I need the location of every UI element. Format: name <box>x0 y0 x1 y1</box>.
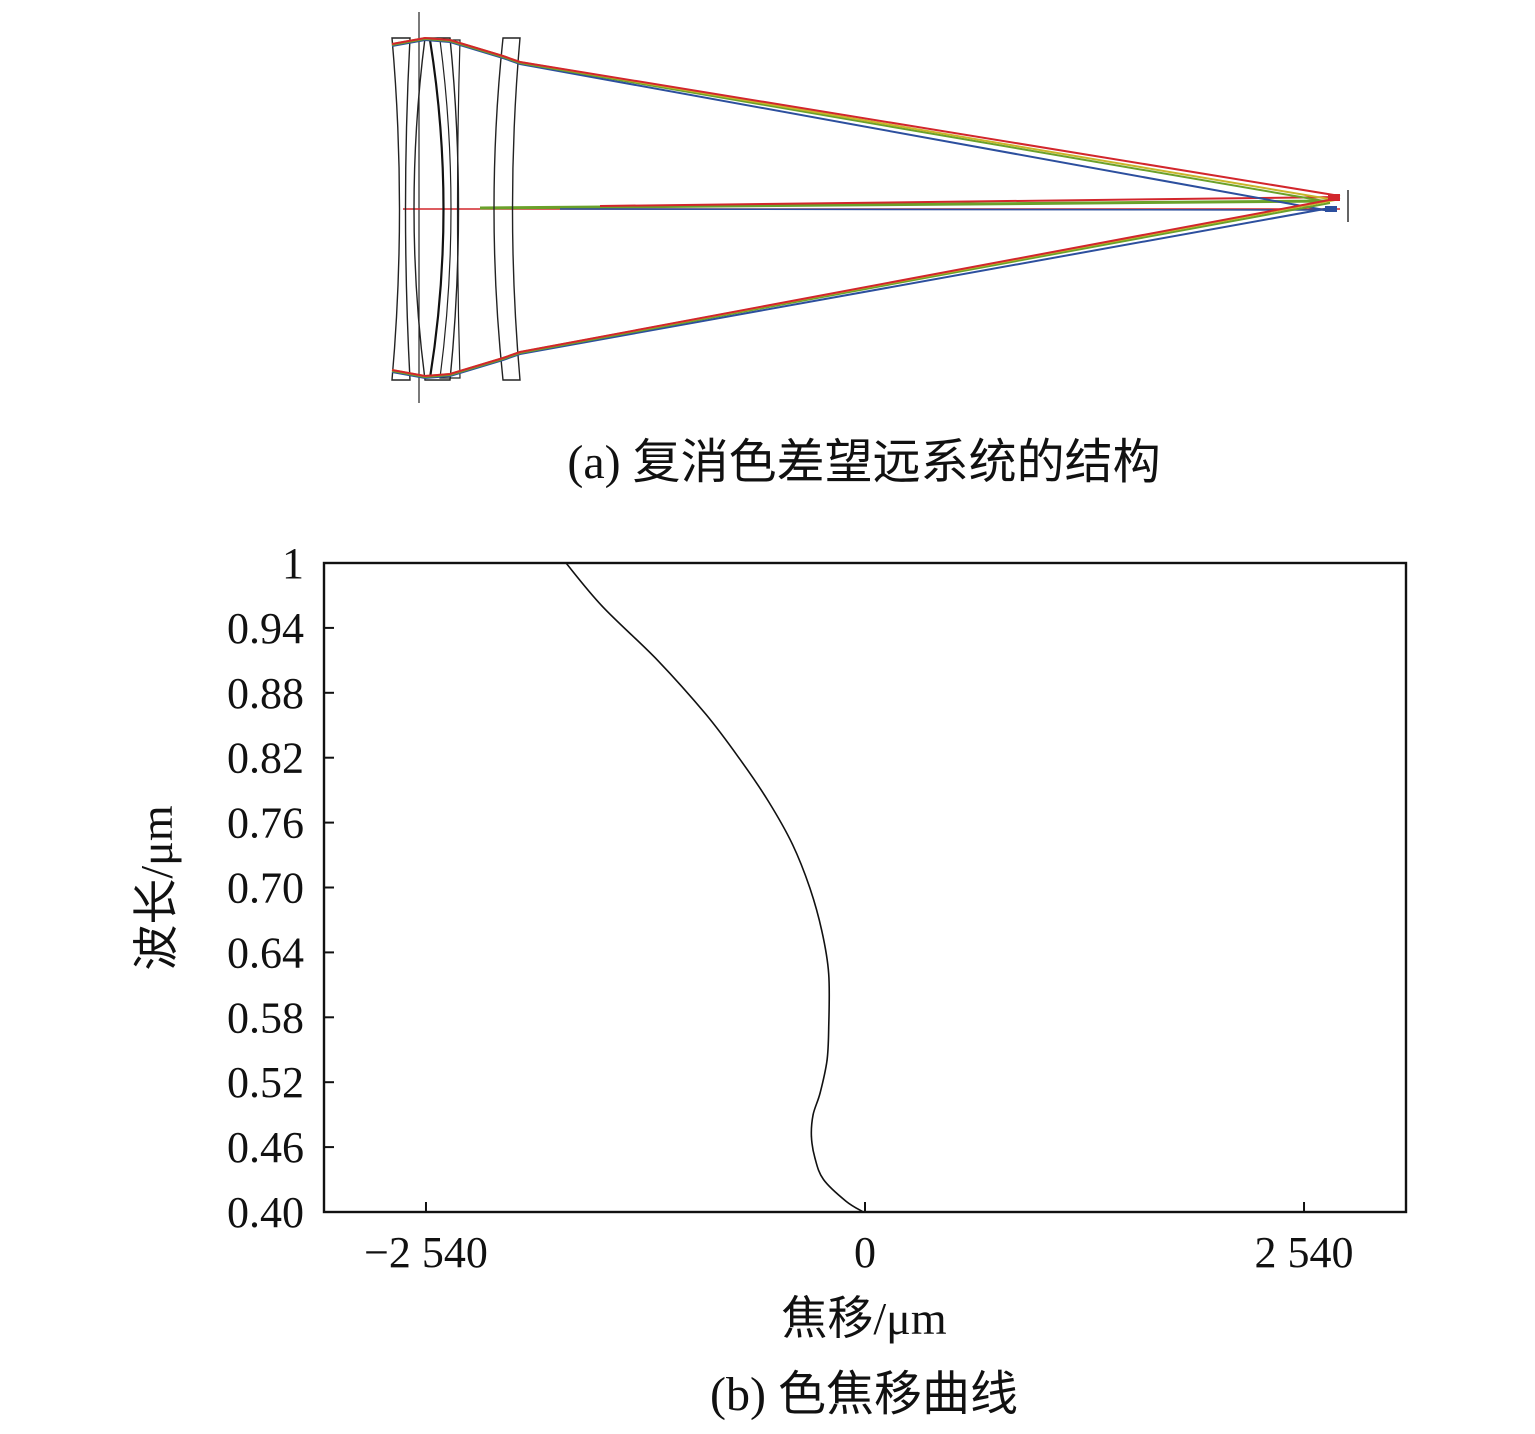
series-line-focal-shift <box>565 562 864 1213</box>
y-axis-label: 波长/μm <box>131 805 182 970</box>
y-tick-label: 0.58 <box>227 993 304 1042</box>
y-axis: 0.40 0.46 0.52 0.58 0.64 0.70 0.76 0.82 0.88 0.94… <box>227 539 334 1237</box>
lens-element-1 <box>391 37 411 381</box>
y-tick-label: 0.88 <box>227 669 304 718</box>
focus-marker-red <box>1328 194 1340 201</box>
data-point <box>767 800 769 802</box>
data-point <box>828 1027 830 1029</box>
x-axis: −2 540 0 2 540 <box>364 1202 1354 1277</box>
lens-element-2-inner <box>428 39 445 379</box>
lower-ray-blue <box>391 207 1331 380</box>
data-point <box>738 757 740 759</box>
data-point <box>656 659 659 661</box>
y-tick-label: 0.52 <box>227 1058 304 1107</box>
series-points <box>565 562 864 1213</box>
data-point <box>821 930 823 932</box>
data-point <box>822 1178 825 1181</box>
data-point <box>565 562 567 564</box>
data-point <box>810 1135 813 1137</box>
focal-shift-chart: 0.40 0.46 0.52 0.58 0.64 0.70 0.76 0.82 0.88 0.94… <box>227 539 1408 1277</box>
data-point <box>814 1157 816 1159</box>
x-tick-label: −2 540 <box>364 1228 488 1277</box>
data-point <box>862 1211 864 1213</box>
y-tick-label: 0.70 <box>227 864 304 913</box>
y-tick-label: 0.76 <box>227 799 304 848</box>
plot-frame <box>322 561 1408 1214</box>
lens-element-2 <box>413 37 460 381</box>
data-point <box>601 605 603 607</box>
y-tick-label: 0.82 <box>227 734 304 783</box>
caption-a: (a) 复消色差望远系统的结构 <box>567 436 1160 489</box>
data-point <box>819 1092 821 1094</box>
data-point <box>791 843 794 845</box>
caption-b: (b) 色焦移曲线 <box>710 1368 1018 1421</box>
y-tick-label: 0.46 <box>227 1123 304 1172</box>
focus-marker-blue <box>1325 206 1337 212</box>
x-axis-label: 焦移/μm <box>781 1293 946 1344</box>
data-point <box>809 886 811 889</box>
lens-diagram <box>391 12 1349 403</box>
upper-ray-red <box>391 36 1341 197</box>
y-tick-label: 0.94 <box>227 604 304 653</box>
data-point <box>826 1059 828 1062</box>
axial-ray-blue <box>559 208 1336 211</box>
data-point <box>812 1114 814 1116</box>
y-tick-label: 1 <box>282 539 304 588</box>
y-tick-label: 0.64 <box>227 928 304 977</box>
data-point <box>705 713 707 716</box>
lens-element-4 <box>493 37 521 381</box>
lower-ray-green <box>391 202 1331 379</box>
lower-ray-red <box>391 197 1341 378</box>
x-tick-label: 2 540 <box>1255 1228 1354 1277</box>
lens-element-3 <box>439 39 461 379</box>
axial-ray-red <box>599 196 1341 207</box>
data-point <box>845 1200 847 1202</box>
axial-ray-green <box>479 199 1331 210</box>
y-tick-label: 0.40 <box>227 1188 304 1237</box>
data-point <box>828 973 830 975</box>
x-tick-label: 0 <box>854 1228 876 1277</box>
